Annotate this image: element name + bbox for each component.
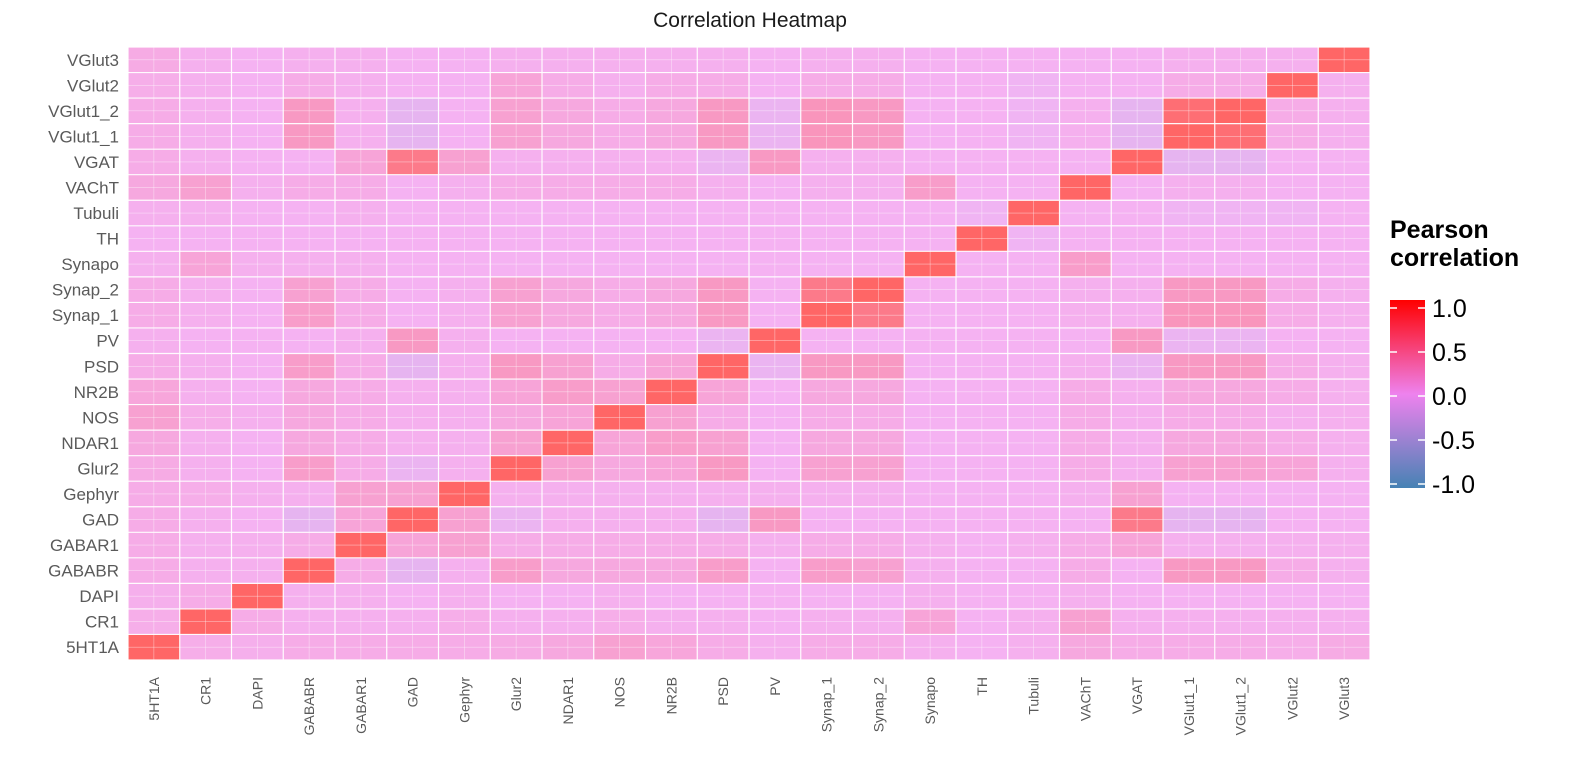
y-tick-label-gabar1: GABAR1 xyxy=(50,536,119,555)
legend-title-line-1: Pearson xyxy=(1390,216,1489,244)
x-tick-label-gabar1: GABAR1 xyxy=(353,677,369,734)
y-tick-label-synap-1: Synap_1 xyxy=(52,306,119,325)
y-tick-label-th: TH xyxy=(96,230,119,249)
heatmap-grid xyxy=(127,46,1371,661)
x-tick-label-gad: GAD xyxy=(405,677,421,707)
y-tick-label-vacht: VAChT xyxy=(65,178,119,197)
legend-tick-label: 0.5 xyxy=(1432,339,1467,367)
x-tick-label-synap-1: Synap_1 xyxy=(819,677,835,732)
y-tick-label-vgat: VGAT xyxy=(74,153,119,172)
x-tick-label-synapo: Synapo xyxy=(922,677,938,725)
x-axis-tick-labels: 5HT1A CR1 DAPI GABABR GABAR1 GAD Gephyr Glur2 ND… xyxy=(146,676,1352,735)
color-legend: Pearson correlation 1.0 0.5 0.0 -0.5 -1.0 xyxy=(1390,216,1519,499)
y-tick-label-glur2: Glur2 xyxy=(77,459,119,478)
x-tick-label-glur2: Glur2 xyxy=(508,677,524,711)
y-tick-label-vglut1-1: VGlut1_1 xyxy=(48,127,119,146)
x-tick-label-pv: PV xyxy=(767,676,783,695)
x-tick-label-vglut1-1: VGlut1_1 xyxy=(1181,677,1197,736)
x-tick-label-vacht: VAChT xyxy=(1077,677,1093,722)
x-tick-label-vgat: VGAT xyxy=(1129,677,1145,715)
y-tick-label-cr1: CR1 xyxy=(85,613,119,632)
y-tick-label-pv: PV xyxy=(96,332,119,351)
y-tick-label-vglut1-2: VGlut1_2 xyxy=(48,102,119,121)
y-tick-label-tubuli: Tubuli xyxy=(73,204,119,223)
x-tick-label-synap-2: Synap_2 xyxy=(870,677,886,732)
legend-title-line-2: correlation xyxy=(1390,244,1519,272)
y-tick-label-gababr: GABABR xyxy=(48,562,119,581)
y-tick-label-synap-2: Synap_2 xyxy=(52,281,119,300)
x-tick-label-th: TH xyxy=(974,677,990,696)
legend-tick-label: 1.0 xyxy=(1432,295,1467,323)
y-tick-label-psd: PSD xyxy=(84,357,119,376)
x-tick-label-dapi: DAPI xyxy=(249,677,265,710)
y-tick-label-gephyr: Gephyr xyxy=(63,485,119,504)
x-tick-label-cr1: CR1 xyxy=(198,677,214,705)
x-tick-label-nos: NOS xyxy=(612,677,628,707)
y-tick-label-vglut3: VGlut3 xyxy=(67,51,119,70)
legend-tick-label: -0.5 xyxy=(1432,427,1475,455)
legend-ticks: 1.0 0.5 0.0 -0.5 -1.0 xyxy=(1390,295,1475,499)
y-tick-label-nr2b: NR2B xyxy=(74,383,119,402)
y-tick-label-dapi: DAPI xyxy=(79,587,119,606)
legend-tick-label: 0.0 xyxy=(1432,383,1467,411)
y-tick-label-5ht1a: 5HT1A xyxy=(66,638,120,657)
x-tick-label-gababr: GABABR xyxy=(301,677,317,735)
x-tick-label-psd: PSD xyxy=(715,677,731,706)
y-tick-label-synapo: Synapo xyxy=(61,255,119,274)
x-tick-label-vglut2: VGlut2 xyxy=(1284,677,1300,720)
x-tick-label-vglut1-2: VGlut1_2 xyxy=(1233,677,1249,736)
y-tick-label-gad: GAD xyxy=(82,511,119,530)
y-tick-label-ndar1: NDAR1 xyxy=(61,434,119,453)
chart-title: Correlation Heatmap xyxy=(653,9,847,32)
x-tick-label-tubuli: Tubuli xyxy=(1026,677,1042,715)
x-tick-label-ndar1: NDAR1 xyxy=(560,677,576,725)
x-tick-label-gephyr: Gephyr xyxy=(456,677,472,723)
legend-tick-label: -1.0 xyxy=(1432,471,1475,499)
y-axis-tick-labels: 5HT1A CR1 DAPI GABABR GABAR1 GAD Gephyr Glur2 ND… xyxy=(48,51,120,657)
x-tick-label-vglut3: VGlut3 xyxy=(1336,677,1352,720)
y-tick-label-nos: NOS xyxy=(82,408,119,427)
y-tick-label-vglut2: VGlut2 xyxy=(67,76,119,95)
x-tick-label-nr2b: NR2B xyxy=(663,677,679,714)
legend-color-bar xyxy=(1390,300,1425,488)
x-tick-label-5ht1a: 5HT1A xyxy=(146,676,162,720)
